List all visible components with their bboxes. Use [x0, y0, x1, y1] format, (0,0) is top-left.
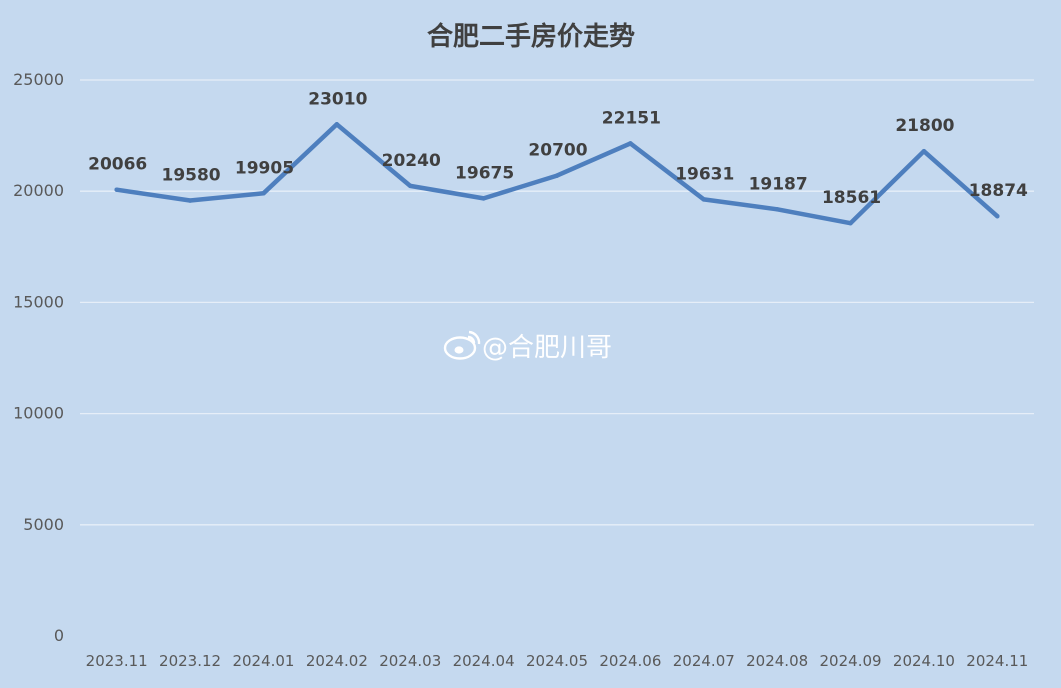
x-tick-label: 2024.09 — [820, 652, 882, 670]
data-point — [995, 214, 1000, 219]
watermark: @合肥川哥 — [443, 330, 612, 363]
x-tick-label: 2024.05 — [526, 652, 588, 670]
data-label: 20066 — [88, 155, 147, 175]
data-label: 19631 — [675, 164, 734, 184]
data-label: 19905 — [235, 158, 294, 178]
y-axis-ticks: 0 5000 10000 15000 20000 25000 — [13, 70, 64, 645]
x-tick-label: 2024.11 — [966, 652, 1028, 670]
x-tick-label: 2024.07 — [673, 652, 735, 670]
x-tick-label: 2024.04 — [453, 652, 515, 670]
data-point — [848, 221, 853, 226]
data-point — [187, 198, 193, 203]
x-axis-ticks: 2023.11 2023.12 2024.01 2024.02 2024.03 2024.… — [86, 652, 1029, 670]
x-tick-label: 2023.12 — [159, 652, 221, 670]
data-label: 22151 — [602, 108, 661, 128]
y-tick-label: 10000 — [13, 404, 64, 423]
weibo-logo-icon — [443, 330, 481, 360]
data-point — [408, 183, 413, 189]
y-tick-label: 25000 — [13, 70, 64, 89]
data-points — [114, 122, 1000, 226]
data-label: 23010 — [308, 89, 367, 109]
data-point — [921, 148, 927, 154]
x-tick-label: 2024.10 — [893, 652, 955, 670]
data-label: 20700 — [528, 141, 587, 161]
gridlines — [80, 79, 1034, 526]
y-tick-label: 5000 — [23, 515, 64, 534]
data-label: 18561 — [822, 188, 881, 208]
data-point — [774, 207, 780, 212]
data-point — [701, 197, 706, 202]
x-tick-label: 2023.11 — [86, 652, 148, 670]
watermark-text: @合肥川哥 — [482, 333, 612, 363]
data-label: 19675 — [455, 163, 514, 183]
data-point — [114, 187, 119, 192]
data-label: 19580 — [161, 166, 220, 186]
y-tick-label: 15000 — [13, 292, 64, 311]
data-label: 20240 — [382, 151, 441, 171]
x-tick-label: 2024.08 — [746, 652, 808, 670]
data-point — [261, 191, 266, 196]
y-tick-label: 20000 — [13, 181, 64, 200]
data-labels: 20066 19580 19905 23010 20240 19675 20700 22151… — [88, 89, 1028, 208]
y-tick-label: 0 — [54, 626, 64, 645]
x-tick-label: 2024.01 — [232, 652, 294, 670]
data-point — [554, 173, 560, 178]
data-point — [481, 196, 486, 201]
chart-title: 合肥二手房价走势 — [427, 21, 635, 52]
x-tick-label: 2024.06 — [599, 652, 661, 670]
data-label: 21800 — [895, 116, 954, 136]
data-point — [334, 122, 340, 127]
data-point — [628, 141, 633, 146]
data-label: 18874 — [969, 181, 1028, 201]
data-label: 19187 — [749, 174, 808, 194]
x-tick-label: 2024.03 — [379, 652, 441, 670]
x-tick-label: 2024.02 — [306, 652, 368, 670]
